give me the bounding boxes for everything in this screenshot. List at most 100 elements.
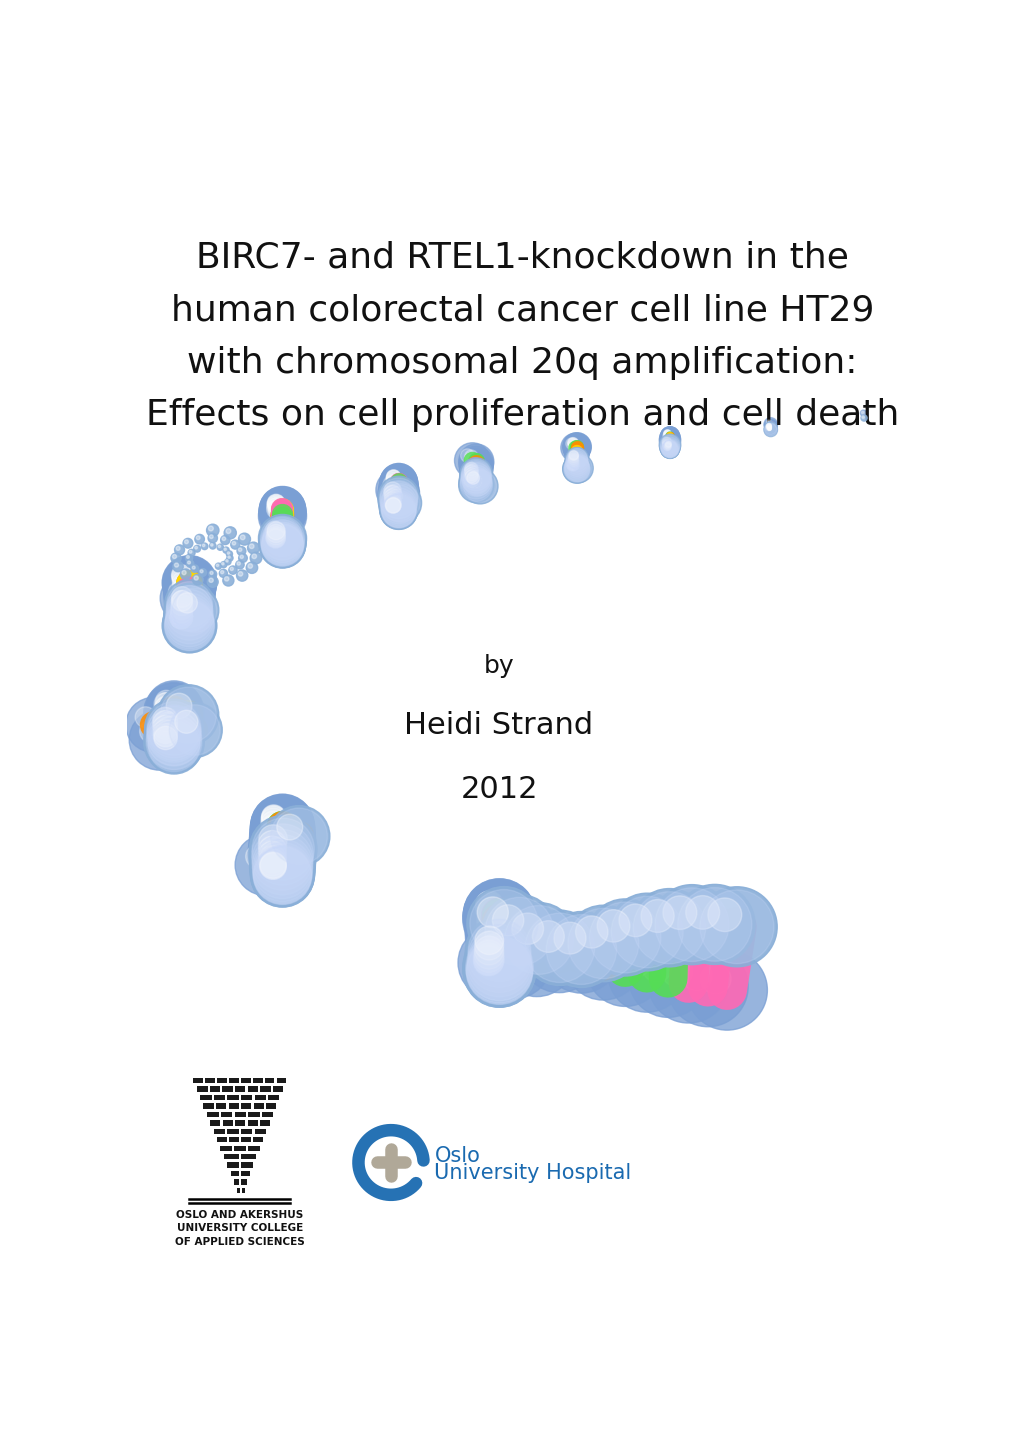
- Circle shape: [568, 453, 578, 463]
- Bar: [210, 1086, 220, 1092]
- Circle shape: [147, 705, 201, 758]
- Circle shape: [250, 841, 315, 904]
- Circle shape: [171, 598, 193, 620]
- Circle shape: [662, 433, 671, 441]
- Circle shape: [250, 797, 315, 861]
- Circle shape: [173, 584, 192, 603]
- Circle shape: [659, 437, 679, 456]
- Circle shape: [263, 518, 302, 557]
- Circle shape: [260, 522, 305, 568]
- Circle shape: [661, 956, 692, 986]
- Circle shape: [228, 565, 236, 574]
- Circle shape: [154, 724, 177, 747]
- Circle shape: [560, 433, 589, 463]
- Bar: [240, 1129, 253, 1133]
- Circle shape: [145, 691, 203, 747]
- Circle shape: [381, 492, 416, 528]
- Circle shape: [165, 598, 214, 647]
- Circle shape: [465, 901, 533, 969]
- Circle shape: [484, 897, 553, 966]
- Circle shape: [146, 686, 203, 743]
- Circle shape: [766, 423, 770, 427]
- Circle shape: [172, 555, 176, 558]
- Circle shape: [473, 940, 503, 972]
- Circle shape: [379, 467, 418, 506]
- Circle shape: [262, 521, 303, 559]
- Circle shape: [206, 523, 219, 536]
- Circle shape: [248, 542, 259, 554]
- Bar: [276, 1077, 286, 1083]
- Circle shape: [463, 936, 535, 1007]
- Circle shape: [568, 437, 578, 448]
- Circle shape: [196, 536, 200, 539]
- Text: Heidi Strand: Heidi Strand: [405, 711, 593, 740]
- Circle shape: [164, 601, 214, 650]
- Circle shape: [463, 880, 535, 953]
- Circle shape: [498, 921, 574, 996]
- Bar: [249, 1145, 260, 1151]
- Circle shape: [382, 495, 415, 528]
- Circle shape: [267, 495, 284, 512]
- Circle shape: [662, 431, 671, 440]
- Circle shape: [170, 606, 193, 629]
- Circle shape: [170, 604, 193, 626]
- Circle shape: [380, 463, 417, 500]
- Circle shape: [569, 450, 578, 460]
- Circle shape: [226, 529, 230, 534]
- Circle shape: [248, 819, 315, 885]
- Circle shape: [163, 558, 216, 610]
- Circle shape: [384, 480, 400, 495]
- Circle shape: [467, 936, 532, 1001]
- Circle shape: [464, 469, 478, 483]
- Circle shape: [266, 528, 285, 548]
- Circle shape: [379, 466, 418, 505]
- Circle shape: [661, 437, 671, 446]
- Circle shape: [268, 503, 284, 519]
- Bar: [234, 1112, 246, 1118]
- Circle shape: [184, 539, 189, 544]
- Bar: [265, 1077, 274, 1083]
- Circle shape: [216, 564, 218, 567]
- Bar: [226, 1162, 238, 1168]
- Circle shape: [766, 424, 770, 428]
- Circle shape: [664, 434, 669, 440]
- Circle shape: [246, 845, 269, 868]
- Circle shape: [661, 430, 678, 444]
- Circle shape: [250, 552, 262, 564]
- Bar: [221, 1112, 232, 1118]
- Circle shape: [258, 492, 307, 539]
- Circle shape: [253, 839, 312, 898]
- Bar: [260, 1120, 270, 1126]
- Circle shape: [144, 704, 204, 763]
- Circle shape: [261, 806, 285, 831]
- Bar: [203, 1103, 213, 1109]
- Circle shape: [172, 561, 183, 571]
- Circle shape: [470, 890, 537, 957]
- Circle shape: [154, 696, 177, 720]
- Circle shape: [568, 456, 578, 466]
- Circle shape: [562, 433, 590, 461]
- Circle shape: [460, 451, 492, 485]
- Circle shape: [461, 466, 491, 496]
- Circle shape: [140, 720, 163, 743]
- Circle shape: [566, 447, 588, 470]
- Circle shape: [267, 496, 284, 513]
- Circle shape: [250, 836, 315, 901]
- Circle shape: [172, 568, 192, 588]
- Circle shape: [378, 476, 419, 518]
- Circle shape: [384, 486, 400, 502]
- Circle shape: [463, 930, 536, 1004]
- Circle shape: [575, 916, 607, 947]
- Circle shape: [569, 443, 578, 453]
- Circle shape: [171, 567, 192, 587]
- Circle shape: [467, 473, 482, 489]
- Circle shape: [476, 903, 502, 929]
- Bar: [242, 1171, 250, 1177]
- Circle shape: [660, 440, 679, 457]
- Circle shape: [253, 846, 312, 904]
- Circle shape: [163, 594, 215, 646]
- Circle shape: [628, 939, 707, 1018]
- Circle shape: [565, 906, 641, 982]
- Circle shape: [220, 571, 223, 574]
- Text: with chromosomal 20q amplification:: with chromosomal 20q amplification:: [187, 346, 857, 379]
